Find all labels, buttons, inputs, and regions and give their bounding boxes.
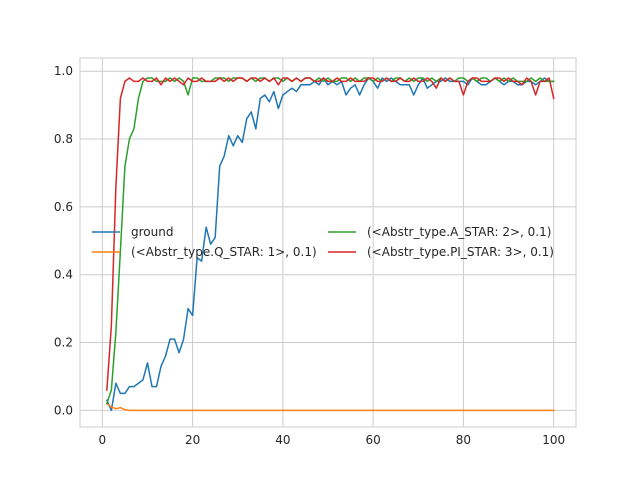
y-tick-label: 0.6: [54, 200, 73, 214]
y-tick-label: 1.0: [54, 64, 73, 78]
x-tick-label: 60: [365, 433, 380, 447]
y-tick-label: 0.0: [54, 403, 73, 417]
x-axis-ticks: 0 20 40 60 80 100: [99, 433, 566, 447]
legend-label-1: (<Abstr_type.Q_STAR: 1>, 0.1): [131, 245, 317, 259]
plot-background: [80, 58, 576, 427]
y-tick-label: 0.4: [54, 268, 73, 282]
x-tick-label: 80: [456, 433, 471, 447]
series-line-3: [106, 77, 555, 391]
series-group: [105, 77, 555, 412]
legend-label-0: ground: [131, 225, 173, 239]
legend-label-2: (<Abstr_type.A_STAR: 2>, 0.1): [367, 225, 551, 239]
legend-label-3: (<Abstr_type.PI_STAR: 3>, 0.1): [367, 245, 554, 259]
x-tick-label: 40: [275, 433, 290, 447]
x-tick-label: 100: [542, 433, 565, 447]
series-line-1: [105, 402, 555, 412]
series-line-0: [105, 77, 555, 412]
y-axis-ticks: 0.0 0.2 0.4 0.6 0.8 1.0: [54, 64, 73, 417]
legend: ground (<Abstr_type.Q_STAR: 1>, 0.1) (<Abs…: [92, 225, 554, 259]
x-tick-label: 0: [99, 433, 107, 447]
y-tick-label: 0.8: [54, 132, 73, 146]
x-tick-label: 20: [185, 433, 200, 447]
plot-frame: [79, 57, 577, 428]
y-tick-label: 0.2: [54, 336, 73, 350]
